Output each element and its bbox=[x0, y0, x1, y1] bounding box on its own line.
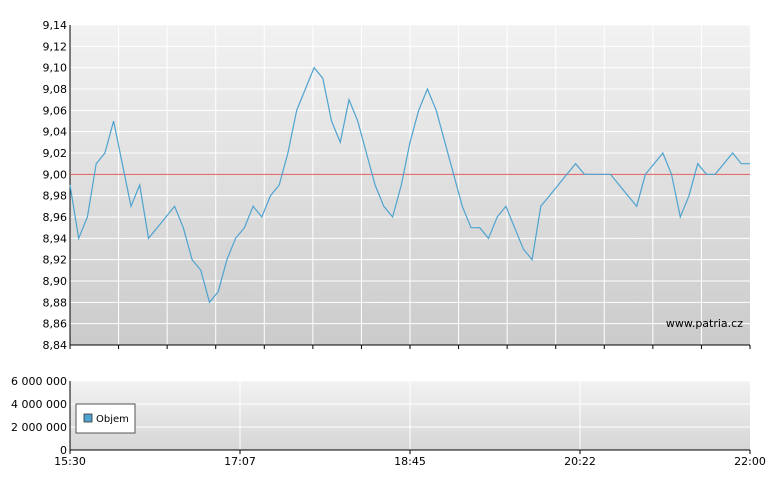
volume-x-axis: 15:30 17:07 18:45 20:22 22:00 bbox=[54, 450, 766, 468]
volume-y-tick-label: 2 000 000 bbox=[11, 421, 67, 434]
price-y-tick-label: 8,84 bbox=[43, 339, 68, 352]
price-y-tick-label: 9,06 bbox=[43, 104, 68, 117]
price-y-tick-label: 8,96 bbox=[43, 211, 68, 224]
price-y-tick-label: 9,04 bbox=[43, 126, 68, 139]
price-y-tick-label: 8,88 bbox=[43, 296, 68, 309]
x-tick-label: 15:30 bbox=[54, 455, 86, 468]
price-y-tick-label: 9,14 bbox=[43, 19, 68, 32]
legend-label: Objem bbox=[96, 414, 129, 425]
price-y-tick-label: 9,12 bbox=[43, 40, 68, 53]
watermark: www.patria.cz bbox=[666, 317, 743, 330]
x-tick-label: 17:07 bbox=[224, 455, 256, 468]
price-y-tick-label: 9,00 bbox=[43, 168, 68, 181]
price-y-tick-label: 8,90 bbox=[43, 275, 68, 288]
price-y-tick-label: 8,92 bbox=[43, 254, 68, 267]
price-y-tick-label: 9,10 bbox=[43, 62, 68, 75]
volume-y-tick-label: 6 000 000 bbox=[11, 375, 67, 388]
volume-y-tick-label: 0 bbox=[60, 444, 67, 457]
x-tick-label: 22:00 bbox=[734, 455, 766, 468]
volume-y-tick-label: 4 000 000 bbox=[11, 398, 67, 411]
price-y-tick-label: 8,98 bbox=[43, 190, 68, 203]
x-tick-label: 18:45 bbox=[394, 455, 426, 468]
legend-swatch bbox=[83, 413, 93, 423]
price-y-tick-label: 9,08 bbox=[43, 83, 68, 96]
volume-y-axis: 6 000 000 4 000 000 2 000 000 0 bbox=[11, 375, 67, 457]
price-series-line bbox=[69, 66, 750, 304]
price-y-tick-label: 8,94 bbox=[43, 232, 68, 245]
price-y-tick-label: 9,02 bbox=[43, 147, 68, 160]
volume-legend: Objem bbox=[75, 403, 136, 434]
x-tick-label: 20:22 bbox=[564, 455, 596, 468]
price-panel: 9,14 9,12 9,10 9,08 9,06 9,04 9,02 9,00 8,98 8,96… bbox=[43, 19, 751, 352]
price-y-axis: 9,14 9,12 9,10 9,08 9,06 9,04 9,02 9,00 8,98 8,96… bbox=[43, 19, 68, 352]
price-y-tick-label: 8,86 bbox=[43, 318, 68, 331]
price-x-ticks bbox=[69, 345, 751, 349]
